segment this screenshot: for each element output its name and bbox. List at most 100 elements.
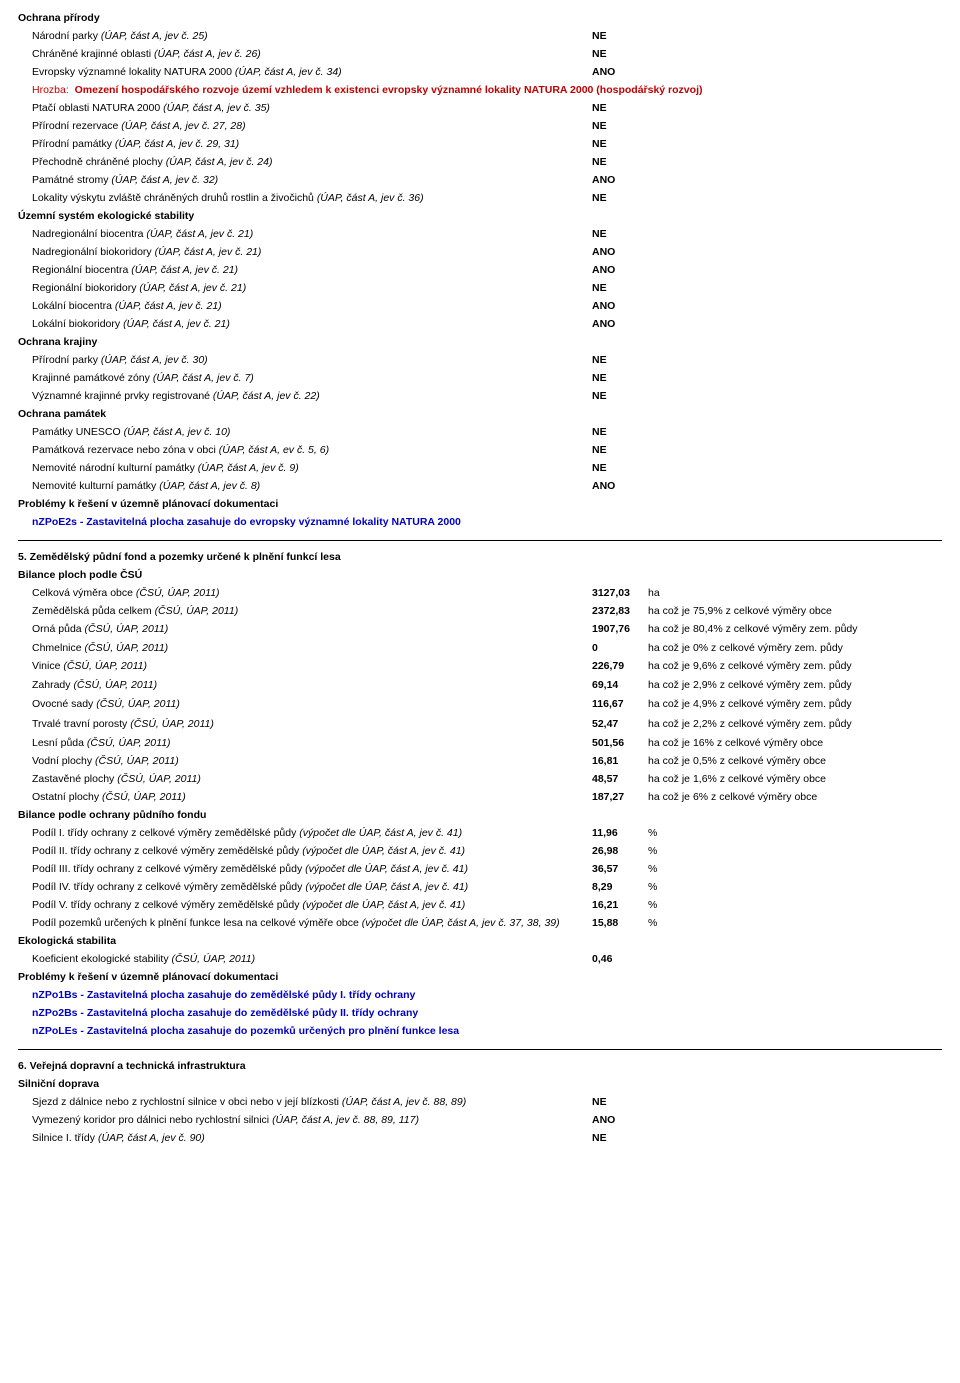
data-row: Silnice I. třídy (ÚAP, část A, jev č. 90… [18, 1132, 942, 1144]
row-label: Nemovité národní kulturní památky (ÚAP, … [18, 462, 592, 474]
row-label: Lokality výskytu zvláště chráněných druh… [18, 192, 592, 204]
row-extra: % [648, 863, 942, 875]
row-value: NE [592, 444, 642, 456]
row-value: ANO [592, 264, 642, 276]
hrozba-prefix: Hrozba: [32, 84, 75, 96]
data-row: Přírodní památky (ÚAP, část A, jev č. 29… [18, 138, 942, 150]
section-heading: Problémy k řešení v územně plánovací dok… [18, 971, 942, 983]
row-label: Přírodní parky (ÚAP, část A, jev č. 30) [18, 354, 592, 366]
hrozba-line: Hrozba: Omezení hospodářského rozvoje úz… [18, 84, 942, 96]
row-label: Vinice (ČSÚ, ÚAP, 2011) [18, 660, 592, 673]
row-value: 11,96 [592, 827, 648, 839]
row-citation: (ÚAP, část A, jev č. 30) [101, 354, 208, 366]
row-label: Regionální biocentra (ÚAP, část A, jev č… [18, 264, 592, 276]
problem-line: nZPo1Bs - Zastavitelná plocha zasahuje d… [18, 989, 942, 1001]
separator [18, 540, 942, 541]
row-citation: (ČSÚ, ÚAP, 2011) [73, 679, 157, 691]
row-label: Podíl II. třídy ochrany z celkové výměry… [18, 845, 592, 857]
row-label: Památky UNESCO (ÚAP, část A, jev č. 10) [18, 426, 592, 438]
row-citation: (ÚAP, část A, jev č. 21) [131, 264, 238, 276]
row-value: 16,21 [592, 899, 648, 911]
row-extra: ha což je 6% z celkové výměry obce [648, 791, 942, 803]
row-value: NE [592, 192, 642, 204]
data-row: Orná půda (ČSÚ, ÚAP, 2011)1907,76ha což … [18, 623, 942, 636]
row-value: 0,46 [592, 953, 648, 965]
row-value: 187,27 [592, 791, 648, 803]
row-citation: (ÚAP, část A, jev č. 35) [163, 102, 270, 114]
section-heading: Územní systém ekologické stability [18, 210, 942, 222]
row-citation: (ÚAP, část A, jev č. 21) [115, 300, 222, 312]
row-value: ANO [592, 66, 642, 78]
row-label: Významné krajinné prvky registrované (ÚA… [18, 390, 592, 402]
data-row: Regionální biocentra (ÚAP, část A, jev č… [18, 264, 942, 276]
row-extra: ha [648, 587, 942, 599]
data-row: Památky UNESCO (ÚAP, část A, jev č. 10)N… [18, 426, 942, 438]
row-value: 2372,83 [592, 605, 648, 617]
row-value: NE [592, 228, 642, 240]
row-label: Podíl III. třídy ochrany z celkové výměr… [18, 863, 592, 875]
row-label: Evropsky významné lokality NATURA 2000 (… [18, 66, 592, 78]
row-citation: (ČSÚ, ÚAP, 2011) [63, 660, 147, 672]
row-extra: ha což je 2,2% z celkové výměry zem. půd… [648, 718, 942, 731]
row-citation: (ÚAP, část A, jev č. 88, 89, 117) [272, 1114, 419, 1126]
row-citation: (ÚAP, část A, jev č. 22) [213, 390, 320, 402]
row-value: 26,98 [592, 845, 648, 857]
row-citation: (ÚAP, část A, jev č. 88, 89) [342, 1096, 466, 1108]
row-value: NE [592, 426, 642, 438]
row-label: Podíl IV. třídy ochrany z celkové výměry… [18, 881, 592, 893]
row-citation: (výpočet dle ÚAP, část A, jev č. 41) [302, 899, 465, 911]
data-row: Zastavěné plochy (ČSÚ, ÚAP, 2011)48,57ha… [18, 773, 942, 785]
section-heading: Ochrana krajiny [18, 336, 942, 348]
row-value: 8,29 [592, 881, 648, 893]
row-citation: (ÚAP, část A, jev č. 26) [154, 48, 261, 60]
row-extra: ha což je 1,6% z celkové výměry obce [648, 773, 942, 785]
subsection-heading: Ekologická stabilita [18, 935, 942, 947]
row-label: Zemědělská půda celkem (ČSÚ, ÚAP, 2011) [18, 605, 592, 617]
data-row: Vymezený koridor pro dálnici nebo rychlo… [18, 1114, 942, 1126]
row-value: NE [592, 1096, 642, 1108]
row-value: NE [592, 30, 642, 42]
row-value: 36,57 [592, 863, 648, 875]
row-label: Nadregionální biocentra (ÚAP, část A, je… [18, 228, 592, 240]
row-value: NE [592, 138, 642, 150]
section-heading: Problémy k řešení v územně plánovací dok… [18, 498, 942, 510]
row-value: ANO [592, 480, 642, 492]
row-citation: (ČSÚ, ÚAP, 2011) [87, 737, 171, 749]
row-value: ANO [592, 300, 642, 312]
row-citation: (ČSÚ, ÚAP, 2011) [172, 953, 256, 965]
row-citation: (ČSÚ, ÚAP, 2011) [85, 642, 169, 654]
data-row: Lokální biokoridory (ÚAP, část A, jev č.… [18, 318, 942, 330]
row-citation: (ÚAP, část A, jev č. 8) [159, 480, 260, 492]
data-row: Podíl IV. třídy ochrany z celkové výměry… [18, 881, 942, 893]
row-label: Celková výměra obce (ČSÚ, ÚAP, 2011) [18, 587, 592, 599]
data-row: Krajinné památkové zóny (ÚAP, část A, je… [18, 372, 942, 384]
row-citation: (ÚAP, část A, jev č. 25) [101, 30, 208, 42]
row-label: Ostatní plochy (ČSÚ, ÚAP, 2011) [18, 791, 592, 803]
row-citation: (ÚAP, část A, jev č. 24) [166, 156, 273, 168]
row-citation: (ÚAP, část A, jev č. 27, 28) [121, 120, 245, 132]
problem-line: nZPoE2s - Zastavitelná plocha zasahuje d… [18, 516, 942, 528]
row-label: Koeficient ekologické stability (ČSÚ, ÚA… [18, 953, 592, 965]
row-citation: (ČSÚ, ÚAP, 2011) [85, 623, 169, 635]
data-row: Podíl III. třídy ochrany z celkové výměr… [18, 863, 942, 875]
data-row: Zemědělská půda celkem (ČSÚ, ÚAP, 2011)2… [18, 605, 942, 617]
row-label: Sjezd z dálnice nebo z rychlostní silnic… [18, 1096, 592, 1108]
data-row: Lesní půda (ČSÚ, ÚAP, 2011)501,56ha což … [18, 737, 942, 749]
row-label: Podíl pozemků určených k plnění funkce l… [18, 917, 592, 929]
subsection-heading: Silniční doprava [18, 1078, 942, 1090]
row-citation: (ČSÚ, ÚAP, 2011) [96, 698, 180, 710]
row-label: Zastavěné plochy (ČSÚ, ÚAP, 2011) [18, 773, 592, 785]
row-value: NE [592, 390, 642, 402]
data-row: Podíl I. třídy ochrany z celkové výměry … [18, 827, 942, 839]
row-label: Nadregionální biokoridory (ÚAP, část A, … [18, 246, 592, 258]
row-label: Vymezený koridor pro dálnici nebo rychlo… [18, 1114, 592, 1126]
data-row: Podíl II. třídy ochrany z celkové výměry… [18, 845, 942, 857]
data-row: Trvalé travní porosty (ČSÚ, ÚAP, 2011)52… [18, 718, 942, 731]
row-citation: (ÚAP, část A, jev č. 21) [146, 228, 253, 240]
data-row: Přírodní rezervace (ÚAP, část A, jev č. … [18, 120, 942, 132]
problem-line: nZPo2Bs - Zastavitelná plocha zasahuje d… [18, 1007, 942, 1019]
data-row: Vodní plochy (ČSÚ, ÚAP, 2011)16,81ha což… [18, 755, 942, 767]
row-citation: (ČSÚ, ÚAP, 2011) [155, 605, 239, 617]
row-value: NE [592, 372, 642, 384]
row-label: Zahrady (ČSÚ, ÚAP, 2011) [18, 679, 592, 692]
